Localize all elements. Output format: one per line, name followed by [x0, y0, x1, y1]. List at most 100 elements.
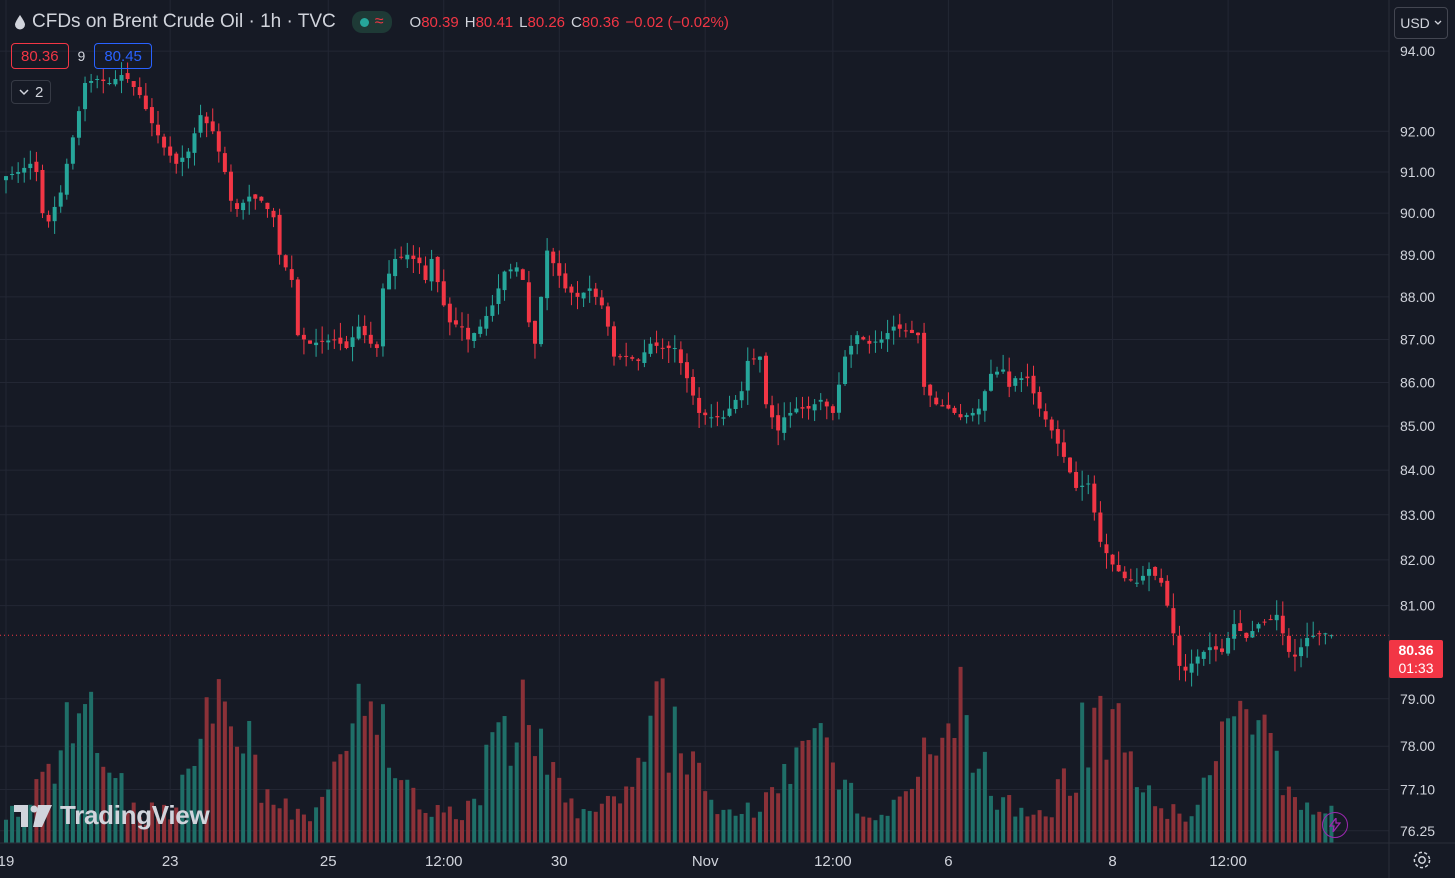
- volume-bar: [125, 812, 130, 843]
- candle-body: [4, 176, 8, 181]
- volume-bar: [593, 811, 598, 843]
- candle-body: [192, 133, 197, 153]
- bar-countdown: 01:33: [1398, 660, 1434, 676]
- candle-body: [1195, 656, 1200, 664]
- candle-body: [745, 360, 750, 391]
- volume-bar: [180, 774, 185, 843]
- volume-bar: [350, 723, 355, 843]
- buy-button[interactable]: 80.45: [94, 43, 152, 69]
- currency-selector[interactable]: USD: [1394, 7, 1448, 39]
- volume-bar: [751, 817, 756, 843]
- candle-body: [350, 337, 355, 347]
- lightning-icon[interactable]: [1322, 812, 1348, 838]
- candlesticks: [4, 62, 1334, 687]
- candle-body: [362, 325, 367, 336]
- volume-bar: [16, 816, 21, 843]
- volume-bar: [934, 755, 939, 843]
- volume-bar: [271, 804, 276, 843]
- symbol-title[interactable]: CFDs on Brent Crude Oil · 1h · TVC: [32, 11, 336, 32]
- candle-body: [1098, 512, 1103, 542]
- volume-bar: [143, 824, 148, 843]
- gear-icon[interactable]: [1410, 848, 1434, 872]
- candle-body: [478, 326, 483, 334]
- close-label: C: [571, 13, 582, 31]
- candle-body: [703, 412, 708, 416]
- candle-body: [1201, 651, 1206, 659]
- volume-bar: [1128, 751, 1133, 843]
- volume-bar: [1292, 797, 1297, 843]
- low-label: L: [519, 13, 528, 31]
- volume-bar: [1268, 732, 1273, 843]
- candle-body: [952, 407, 957, 413]
- price-tick-label: 79.00: [1400, 691, 1435, 707]
- candle-body: [648, 343, 653, 354]
- volume-bar: [782, 764, 787, 843]
- volume-bar: [289, 819, 294, 843]
- volume-bar: [642, 761, 647, 843]
- candle-body: [1256, 624, 1261, 629]
- candle-body: [405, 254, 410, 260]
- time-axis[interactable]: 19 23 25 12:00 30 Nov 12:00 6 8 12:00: [0, 853, 1247, 870]
- price-axis[interactable]: 94.00 92.00 91.00 90.00 89.00 88.00 87.00 86.00…: [1400, 43, 1435, 839]
- volume-bar: [976, 768, 981, 843]
- volume-bar: [192, 765, 197, 843]
- volume-bar: [1068, 795, 1072, 843]
- volume-bar: [1049, 817, 1054, 843]
- candle-body: [344, 341, 349, 349]
- volume-bar: [1183, 821, 1188, 843]
- candle-body: [879, 339, 884, 343]
- candle-body: [1232, 624, 1237, 639]
- last-price-tag: 80.36 01:33: [1389, 640, 1443, 678]
- candle-body: [271, 210, 276, 218]
- volume-bar: [563, 802, 568, 843]
- candle-body: [909, 329, 914, 334]
- volume-bar: [119, 773, 124, 843]
- candle-body: [630, 357, 635, 359]
- volume-bar: [532, 756, 537, 843]
- volume-bars: [4, 666, 1334, 843]
- tradingview-watermark[interactable]: TradingView: [14, 800, 210, 831]
- volume-bar: [338, 754, 343, 843]
- price-tick-label: 88.00: [1400, 289, 1435, 305]
- volume-bar: [1171, 804, 1176, 843]
- time-tick-label: 23: [162, 853, 179, 870]
- oil-drop-icon: [15, 15, 25, 30]
- price-tick-label: 92.00: [1400, 123, 1435, 139]
- indicators-toggle-button[interactable]: 2: [11, 80, 52, 104]
- price-tick-label: 90.00: [1400, 205, 1435, 221]
- volume-bar: [678, 753, 683, 843]
- volume-bar: [356, 683, 361, 843]
- volume-bar: [849, 782, 854, 843]
- volume-bar: [131, 802, 136, 843]
- volume-bar: [1074, 792, 1079, 843]
- candle-body: [1171, 608, 1176, 634]
- candle-body: [1286, 635, 1291, 652]
- volume-bar: [1189, 816, 1194, 843]
- candle-body: [1068, 457, 1072, 473]
- volume-bar: [1092, 707, 1097, 843]
- volume-bar: [1025, 816, 1030, 843]
- candle-body: [867, 340, 872, 344]
- candle-body: [764, 355, 768, 405]
- candle-body: [691, 376, 696, 396]
- market-status-badge[interactable]: ≈: [351, 11, 392, 33]
- candle-body: [721, 417, 726, 419]
- candle-body: [684, 362, 689, 379]
- volume-bar: [95, 753, 100, 843]
- volume-bar: [952, 737, 957, 843]
- candle-body: [934, 397, 939, 405]
- volume-bar: [253, 754, 258, 843]
- volume-bar: [672, 706, 677, 843]
- candle-body: [259, 196, 264, 201]
- sell-button[interactable]: 80.36: [11, 43, 69, 69]
- price-tick-label: 86.00: [1400, 375, 1435, 391]
- candle-body: [1055, 429, 1060, 444]
- candle-body: [1031, 375, 1036, 394]
- volume-bar: [818, 723, 823, 843]
- candle-body: [119, 75, 124, 81]
- volume-bar: [83, 704, 88, 843]
- candle-body: [830, 406, 835, 413]
- volume-bar: [946, 723, 951, 843]
- candle-body: [107, 83, 112, 85]
